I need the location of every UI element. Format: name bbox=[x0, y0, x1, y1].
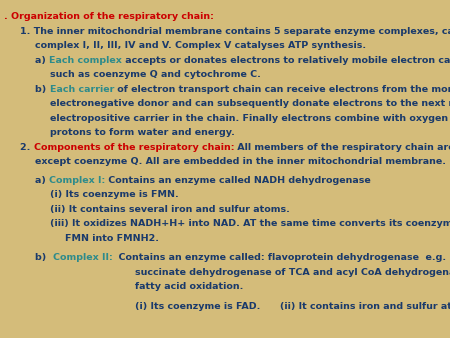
Text: Components of the respiratory chain:: Components of the respiratory chain: bbox=[34, 143, 234, 152]
Text: 2.: 2. bbox=[20, 143, 34, 152]
Text: FMN into FMNH2.: FMN into FMNH2. bbox=[65, 234, 159, 243]
Text: of electron transport chain can receive electrons from the more: of electron transport chain can receive … bbox=[114, 85, 450, 94]
Text: such as coenzyme Q and cytochrome C.: such as coenzyme Q and cytochrome C. bbox=[50, 70, 261, 79]
Text: (i) Its coenzyme is FAD.      (ii) It contains iron and sulfur atoms.: (i) Its coenzyme is FAD. (ii) It contain… bbox=[135, 302, 450, 311]
Text: fatty acid oxidation.: fatty acid oxidation. bbox=[135, 282, 243, 291]
Text: Contains an enzyme called NADH dehydrogenase: Contains an enzyme called NADH dehydroge… bbox=[105, 176, 371, 185]
Text: except coenzyme Q. All are embedded in the inner mitochondrial membrane.: except coenzyme Q. All are embedded in t… bbox=[35, 157, 446, 166]
Text: Complex I:: Complex I: bbox=[49, 176, 105, 185]
Text: (ii) It contains several iron and sulfur atoms.: (ii) It contains several iron and sulfur… bbox=[50, 205, 290, 214]
Text: Each carrier: Each carrier bbox=[50, 85, 114, 94]
Text: protons to form water and energy.: protons to form water and energy. bbox=[50, 128, 235, 137]
Text: a): a) bbox=[35, 56, 49, 65]
Text: complex I, II, III, IV and V. Complex V catalyses ATP synthesis.: complex I, II, III, IV and V. Complex V … bbox=[35, 41, 366, 50]
Text: Each complex: Each complex bbox=[49, 56, 122, 65]
Text: Complex II:: Complex II: bbox=[53, 253, 112, 262]
Text: electronegative donor and can subsequently donate electrons to the next more: electronegative donor and can subsequent… bbox=[50, 99, 450, 108]
Text: succinate dehydrogenase of TCA and acyl CoA dehydrogenase of: succinate dehydrogenase of TCA and acyl … bbox=[135, 268, 450, 277]
Text: (i) Its coenzyme is FMN.: (i) Its coenzyme is FMN. bbox=[50, 190, 179, 199]
Text: accepts or donates electrons to relatively mobile electron carriers: accepts or donates electrons to relative… bbox=[122, 56, 450, 65]
Text: b): b) bbox=[35, 253, 53, 262]
Text: All members of the respiratory chain are protein: All members of the respiratory chain are… bbox=[234, 143, 450, 152]
Text: a): a) bbox=[35, 176, 49, 185]
Text: . Organization of the respiratory chain:: . Organization of the respiratory chain: bbox=[4, 12, 214, 21]
Text: b): b) bbox=[35, 85, 50, 94]
Text: (iii) It oxidizes NADH+H+ into NAD. AT the same time converts its coenzyme: (iii) It oxidizes NADH+H+ into NAD. AT t… bbox=[50, 219, 450, 228]
Text: Contains an enzyme called: flavoprotein dehydrogenase  e.g.: Contains an enzyme called: flavoprotein … bbox=[112, 253, 446, 262]
Text: 1. The inner mitochondrial membrane contains 5 separate enzyme complexes, called: 1. The inner mitochondrial membrane cont… bbox=[20, 27, 450, 36]
Text: electropositive carrier in the chain. Finally electrons combine with oxygen and: electropositive carrier in the chain. Fi… bbox=[50, 114, 450, 123]
